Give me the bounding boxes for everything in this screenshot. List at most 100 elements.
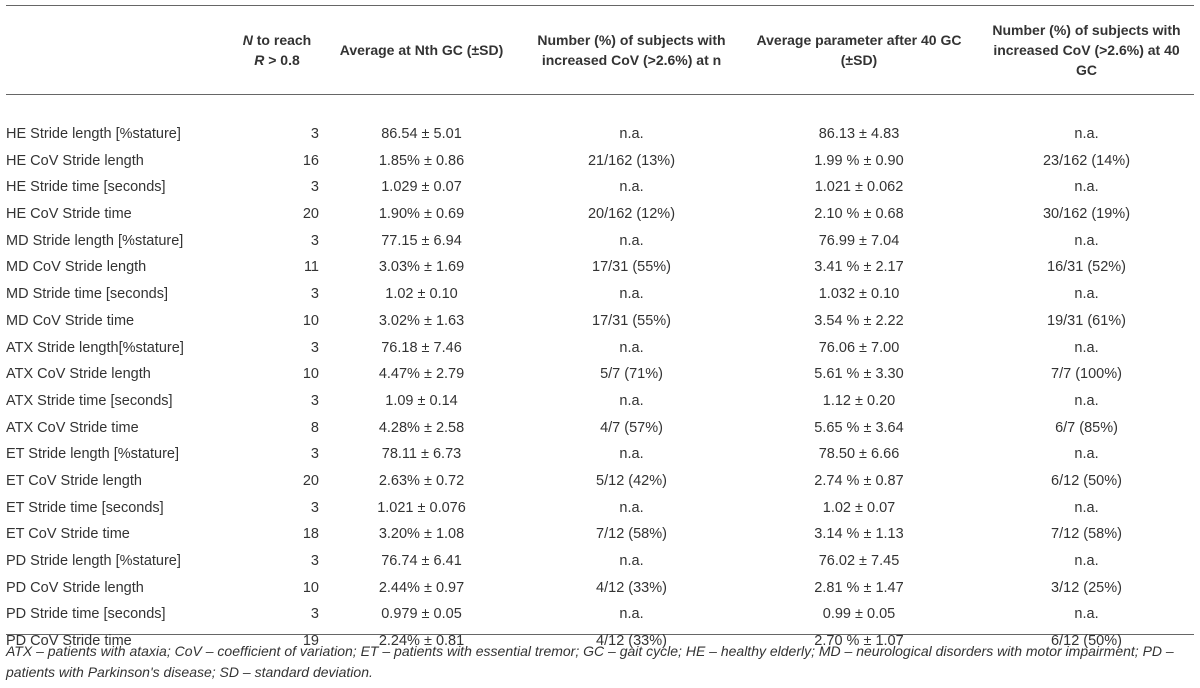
cell-average-40: 2.74 % ± 0.87 (814, 472, 904, 489)
cell-pct-n: n.a. (619, 553, 644, 570)
header-n-to-reach: N to reach R > 0.8 (235, 6, 319, 94)
table-row: ET CoV Stride length 20 2.63% ± 0.72 5/12 (… (6, 468, 1194, 495)
cell-average-40: 86.13 ± 4.83 (818, 126, 900, 143)
cell-average-40: 76.99 ± 7.04 (818, 232, 900, 249)
row-label: HE Stride time [seconds] (6, 179, 166, 196)
table-row: PD CoV Stride length 10 2.44% ± 0.97 4/12 (… (6, 574, 1194, 601)
header-n-mid: to reach (252, 32, 312, 48)
table-row: ET Stride length [%stature] 3 78.11 ± 6.73… (6, 441, 1194, 468)
cell-average-nth: 77.15 ± 6.94 (381, 232, 462, 249)
table-row: MD Stride length [%stature] 3 77.15 ± 6.94… (6, 227, 1194, 254)
header-average-40: Average parameter after 40 GC (±SD) (756, 32, 962, 68)
row-label: ET CoV Stride time (6, 526, 130, 543)
header-average-nth: Average at Nth GC (±SD) (339, 42, 504, 58)
header-r-threshold: > 0.8 (264, 52, 300, 68)
cell-average-nth: 1.02 ± 0.10 (385, 286, 458, 303)
cell-average-40: 3.41 % ± 2.17 (814, 259, 904, 276)
bottom-rule (6, 634, 1194, 635)
cell-n-to-reach: 20 (302, 206, 319, 223)
cell-pct-n: 20/162 (12%) (587, 206, 676, 223)
cell-average-nth: 3.03% ± 1.69 (378, 259, 465, 276)
cell-average-nth: 78.11 ± 6.73 (381, 446, 462, 463)
cell-pct-40: n.a. (1074, 392, 1099, 409)
cell-n-to-reach: 3 (310, 606, 319, 623)
header-rule (6, 94, 1194, 95)
cell-pct-n: n.a. (619, 339, 644, 356)
table-row: PD Stride time [seconds] 3 0.979 ± 0.05 n.a… (6, 601, 1194, 628)
header-label (6, 6, 235, 94)
cell-pct-40: n.a. (1074, 606, 1099, 623)
cell-pct-40: 16/31 (52%) (1047, 259, 1126, 276)
cell-n-to-reach: 3 (310, 392, 319, 409)
cell-average-40: 2.70 % ± 1.07 (814, 633, 904, 650)
cell-pct-40: 7/12 (58%) (1051, 526, 1122, 543)
cell-pct-40: n.a. (1074, 286, 1099, 303)
cell-average-40: 3.54 % ± 2.22 (814, 312, 904, 329)
header-n-symbol: N (242, 32, 253, 48)
row-label: MD Stride length [%stature] (6, 232, 184, 249)
cell-pct-40: n.a. (1074, 232, 1099, 249)
cell-average-40: 5.65 % ± 3.64 (814, 419, 904, 436)
row-label: MD CoV Stride length (6, 259, 147, 276)
table-row: ATX CoV Stride length 10 4.47% ± 2.79 5/7 (… (6, 361, 1194, 388)
row-label: ATX CoV Stride length (6, 366, 151, 383)
cell-average-40: 0.99 ± 0.05 (822, 606, 896, 623)
cell-pct-40: 23/162 (14%) (1042, 152, 1131, 169)
header-r-symbol: R (254, 52, 265, 68)
row-label: PD Stride time [seconds] (6, 606, 166, 623)
cell-pct-40: 30/162 (19%) (1042, 206, 1131, 223)
row-label: MD CoV Stride time (6, 312, 135, 329)
cell-n-to-reach: 16 (302, 152, 319, 169)
cell-pct-40: 19/31 (61%) (1047, 312, 1126, 329)
cell-n-to-reach: 3 (310, 499, 319, 516)
cell-average-40: 2.81 % ± 1.47 (814, 579, 904, 596)
cell-pct-40: n.a. (1074, 446, 1099, 463)
row-label: ATX Stride time [seconds] (6, 392, 173, 409)
row-label: PD CoV Stride time (6, 633, 132, 650)
row-label: HE Stride length [%stature] (6, 126, 181, 143)
cell-average-nth: 3.20% ± 1.08 (378, 526, 465, 543)
cell-average-nth: 2.63% ± 0.72 (378, 472, 465, 489)
cell-n-to-reach: 3 (310, 179, 319, 196)
header-pct-40: Number (%) of subjects with increased Co… (992, 22, 1181, 78)
cell-n-to-reach: 10 (302, 366, 319, 383)
table-row: ATX CoV Stride time 8 4.28% ± 2.58 4/7 (57%… (6, 414, 1194, 441)
table-row: HE Stride time [seconds] 3 1.029 ± 0.07 n.a… (6, 174, 1194, 201)
table-row: HE CoV Stride length 16 1.85% ± 0.86 21/162… (6, 147, 1194, 174)
table-row: HE Stride length [%stature] 3 86.54 ± 5.01… (6, 121, 1194, 148)
cell-pct-40: n.a. (1074, 339, 1099, 356)
table-row: HE CoV Stride time 20 1.90% ± 0.69 20/162 (… (6, 201, 1194, 228)
header-pct-n: Number (%) of subjects with increased Co… (537, 32, 726, 68)
cell-n-to-reach: 3 (310, 126, 319, 143)
cell-pct-40: n.a. (1074, 499, 1099, 516)
cell-pct-n: n.a. (619, 499, 644, 516)
cell-n-to-reach: 8 (310, 419, 319, 436)
row-label: MD Stride time [seconds] (6, 286, 168, 303)
table-body: HE Stride length [%stature] 3 86.54 ± 5.01… (6, 121, 1194, 655)
cell-n-to-reach: 3 (310, 446, 319, 463)
cell-n-to-reach: 18 (302, 526, 319, 543)
cell-pct-n: 17/31 (55%) (592, 312, 671, 329)
cell-average-nth: 2.44% ± 0.97 (378, 579, 465, 596)
cell-average-nth: 4.28% ± 2.58 (378, 419, 465, 436)
cell-pct-n: 4/12 (33%) (596, 633, 667, 650)
cell-pct-n: n.a. (619, 126, 644, 143)
cell-pct-n: 4/7 (57%) (600, 419, 663, 436)
cell-average-nth: 0.979 ± 0.05 (381, 606, 462, 623)
cell-average-nth: 1.029 ± 0.07 (381, 179, 462, 196)
row-label: PD CoV Stride length (6, 579, 144, 596)
cell-average-nth: 1.85% ± 0.86 (378, 152, 465, 169)
table-row: ET Stride time [seconds] 3 1.021 ± 0.076 n.… (6, 494, 1194, 521)
table-row: MD CoV Stride length 11 3.03% ± 1.69 17/31 … (6, 254, 1194, 281)
row-label: HE CoV Stride length (6, 152, 144, 169)
row-label: ET Stride time [seconds] (6, 499, 164, 516)
cell-average-40: 76.06 ± 7.00 (818, 339, 900, 356)
cell-pct-40: 7/7 (100%) (1051, 366, 1122, 383)
table-row: MD Stride time [seconds] 3 1.02 ± 0.10 n.a.… (6, 281, 1194, 308)
cell-average-40: 2.10 % ± 0.68 (814, 206, 904, 223)
cell-average-nth: 86.54 ± 5.01 (381, 126, 462, 143)
table-footnote: ATX – patients with ataxia; CoV – coeffi… (6, 643, 1174, 680)
cell-average-40: 1.02 ± 0.07 (822, 499, 896, 516)
row-label: ET CoV Stride length (6, 472, 142, 489)
cell-pct-40: 6/12 (50%) (1051, 633, 1122, 650)
